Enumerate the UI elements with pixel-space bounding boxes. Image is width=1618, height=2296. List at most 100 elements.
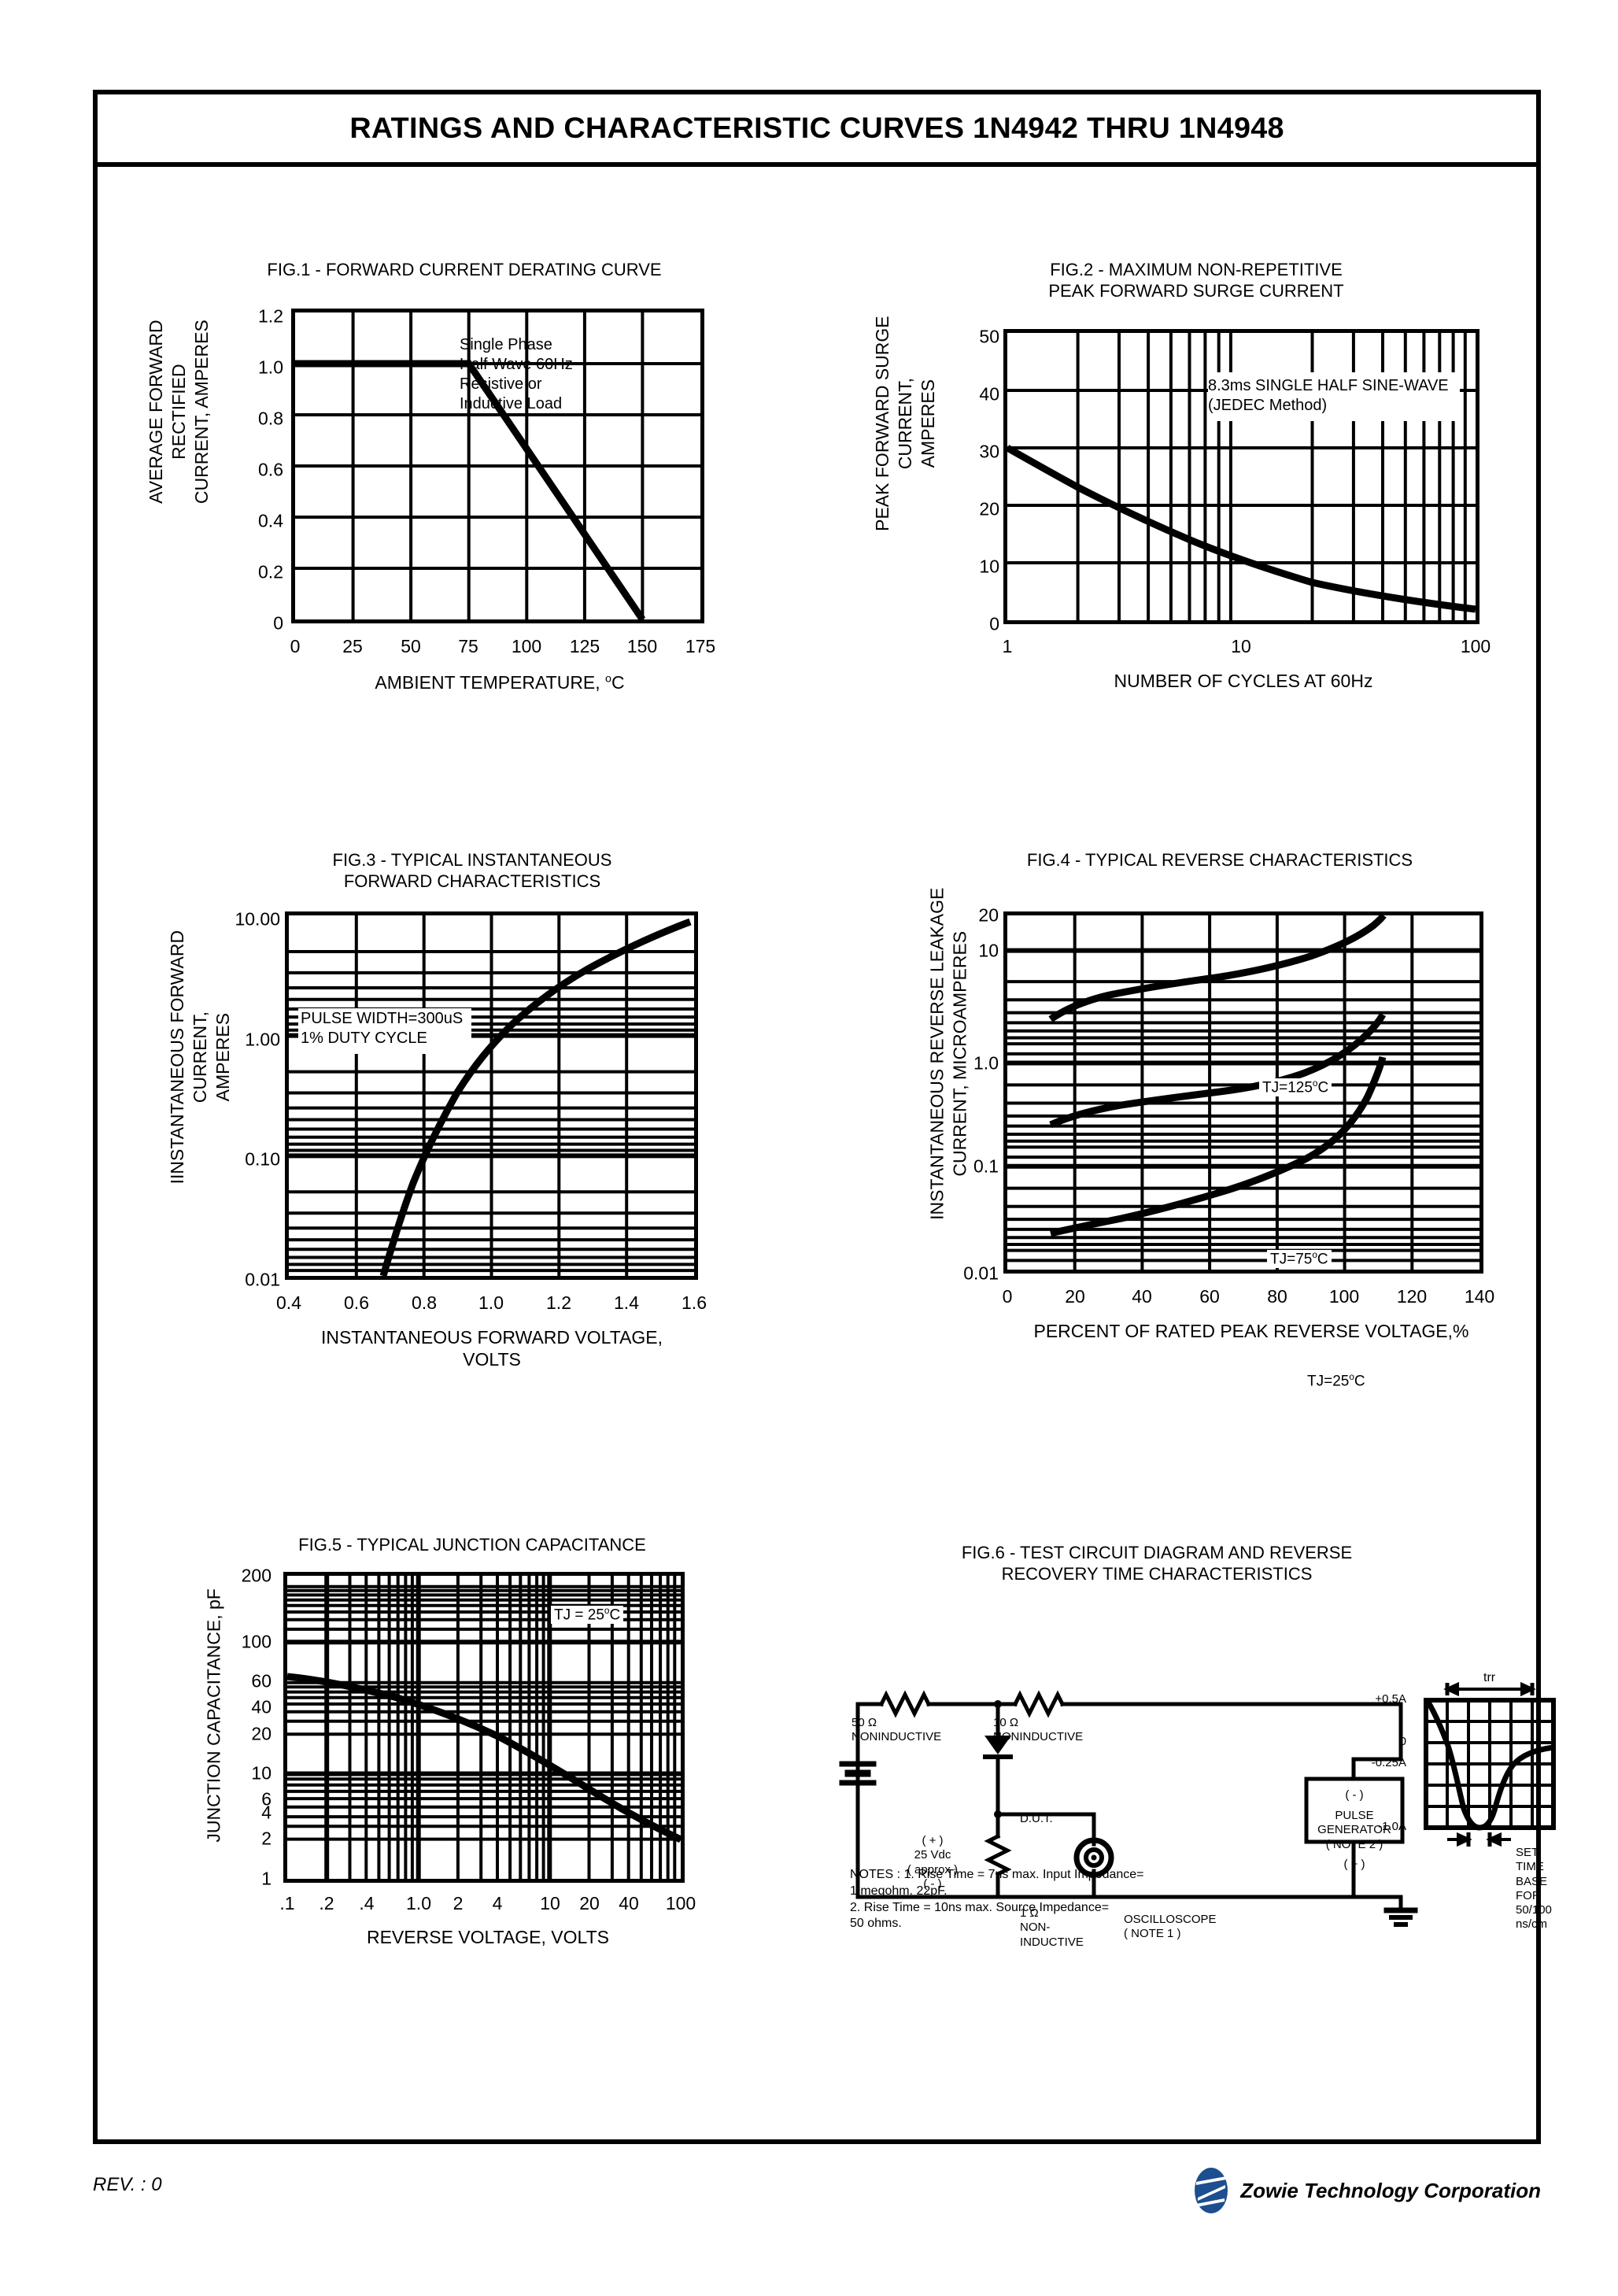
figure-1-ytick-5: 1.0 <box>258 357 283 378</box>
figure-5-x-axis-label: REVERSE VOLTAGE, VOLTS <box>366 1927 610 1947</box>
figure-3-x-axis-label: INSTANTANEOUS FORWARD VOLTAGE, VOLTS <box>320 1327 663 1370</box>
figure-4-xtick-5: 100 <box>1328 1286 1360 1307</box>
figure-2-svg <box>1005 333 1476 620</box>
figure-3-ytick-2: 1.00 <box>245 1029 280 1050</box>
figure-5-ytick-1: 2 <box>261 1828 272 1849</box>
page-frame: RATINGS AND CHARACTERISTIC CURVES 1N4942… <box>93 90 1541 2144</box>
figure-3-annotation: PULSE WIDTH=300uS 1% DUTY CYCLE <box>301 1010 464 1047</box>
figure-5-xtick-3: 1.0 <box>406 1893 431 1913</box>
figure-6-scope-waveform-svg <box>1424 1681 1556 1847</box>
page-footer: REV. : 0 Zowie Technology Corporation <box>93 2166 1541 2213</box>
figure-5-plot <box>283 1572 685 1883</box>
figure-5-ytick-5: 20 <box>251 1723 272 1744</box>
figure-4-xtick-3: 60 <box>1199 1286 1220 1307</box>
figure-4: FIG.4 - TYPICAL REVERSE CHARACTERISTICS … <box>881 850 1558 1464</box>
figure-6-scope-ytick-1: 0 <box>1399 1735 1406 1748</box>
figure-4-curve-label-25c: TJ=25oC <box>1304 1372 1369 1391</box>
company-brand: Zowie Technology Corporation <box>1193 2166 1541 2215</box>
figure-1-annotation: Single Phase Half Wave 60Hz Resistive or… <box>460 336 573 412</box>
figure-1-ytick-2: 0.4 <box>258 510 283 531</box>
figure-5-xtick-9: 100 <box>665 1893 696 1913</box>
figure-1-ytick-6: 1.2 <box>258 305 283 327</box>
figure-5-xtick-8: 40 <box>619 1893 639 1913</box>
figure-6-scope-ytick-2: -0.25A <box>1371 1756 1406 1769</box>
figure-4-xtick-6: 120 <box>1396 1286 1428 1307</box>
degree-icon: o <box>605 672 611 686</box>
figure-4-plot <box>1003 911 1483 1274</box>
figure-5-annotation: TJ = 25oC <box>551 1606 624 1625</box>
diode-bar-icon <box>983 1754 1013 1759</box>
revision-label: REV. : 0 <box>93 2174 162 2195</box>
figure-2-ytick-1: 10 <box>979 556 999 577</box>
figure-3-xtick-6: 1.6 <box>682 1292 707 1313</box>
figure-1-ytick-4: 0.8 <box>258 408 283 429</box>
figure-5-ytick-9: 200 <box>241 1565 272 1586</box>
figure-4-curve-label-125c: TJ=125oC <box>1259 1078 1332 1097</box>
figure-5-xtick-1: .2 <box>319 1893 334 1913</box>
figure-2-caption: FIG.2 - MAXIMUM NON-REPETITIVE PEAK FORW… <box>1048 260 1344 301</box>
figure-4-ytick-0: 0.01 <box>963 1263 999 1284</box>
figure-1: FIG.1 - FORWARD CURRENT DERATING CURVE A… <box>142 260 787 771</box>
figure-2-xtick-0: 1 <box>1002 636 1013 656</box>
figure-3-ytick-1: 0.10 <box>245 1148 280 1170</box>
figure-5-ytick-6: 40 <box>251 1696 272 1717</box>
figure-6-supply-label: ( + ) 25 Vdc ( approx ) ( - ) <box>907 1834 959 1891</box>
figure-6-scope-label: OSCILLOSCOPE ( NOTE 1 ) <box>1124 1913 1217 1941</box>
figure-1-xtick-2: 50 <box>401 636 421 656</box>
figure-1-caption: FIG.1 - FORWARD CURRENT DERATING CURVE <box>267 260 662 279</box>
figure-3-xtick-5: 1.4 <box>614 1292 639 1313</box>
figure-3-plot <box>285 911 698 1280</box>
figure-2-xtick-2: 100 <box>1460 636 1491 656</box>
figure-6-scope-ytick-0: +0.5A <box>1375 1692 1406 1706</box>
oscilloscope-connector-icon <box>1073 1837 1114 1878</box>
figure-3-xtick-0: 0.4 <box>276 1292 301 1313</box>
figure-5: FIG.5 - TYPICAL JUNCTION CAPACITANCE JUN… <box>157 1535 787 2070</box>
figure-1-plot <box>291 309 704 623</box>
figure-1-xtick-5: 125 <box>569 636 600 656</box>
figure-3-xtick-4: 1.2 <box>546 1292 571 1313</box>
figure-3-xtick-3: 1.0 <box>478 1292 504 1313</box>
figure-1-xtick-4: 100 <box>511 636 542 656</box>
figure-6-caption: FIG.6 - TEST CIRCUIT DIAGRAM AND REVERSE… <box>961 1543 1353 1584</box>
figure-4-xtick-2: 40 <box>1132 1286 1152 1307</box>
figure-5-xtick-5: 4 <box>492 1893 503 1913</box>
diode-icon <box>984 1736 1011 1754</box>
figure-6-r1-label: 1 Ω NON- INDUCTIVE <box>1020 1906 1084 1949</box>
figure-3-xtick-2: 0.8 <box>412 1292 437 1313</box>
figure-5-xtick-0: .1 <box>279 1893 295 1913</box>
figure-3-y-axis-label: IINSTANTANEOUS FORWARD CURRENT, AMPERES <box>166 930 233 1185</box>
figure-1-xtick-3: 75 <box>458 636 478 656</box>
figure-6-circuit-svg <box>839 1690 1418 1927</box>
figure-6-timebase-label: SET TIME BASE FOR 50/100 ns/cm <box>1516 1846 1552 1932</box>
figure-5-ytick-0: 1 <box>261 1868 272 1889</box>
degree-icon: o <box>604 1606 610 1616</box>
figure-4-x-axis-label: PERCENT OF RATED PEAK REVERSE VOLTAGE,% <box>1033 1321 1469 1341</box>
figure-1-xtick-1: 25 <box>342 636 363 656</box>
figure-2-ytick-4: 40 <box>979 383 999 405</box>
figure-5-svg <box>286 1576 682 1879</box>
figure-4-ytick-3: 10 <box>978 940 999 961</box>
figure-2-ytick-0: 0 <box>989 613 999 634</box>
figure-6-dut-label: D.U.T. <box>1020 1812 1053 1825</box>
figure-2-x-axis-label: NUMBER OF CYCLES AT 60Hz <box>1114 671 1373 691</box>
figure-2-annotation: 8.3ms SINGLE HALF SINE-WAVE (JEDEC Metho… <box>1208 377 1449 414</box>
figure-5-caption: FIG.5 - TYPICAL JUNCTION CAPACITANCE <box>298 1535 646 1555</box>
figure-6-notes: NOTES : 1. Rise Time = 7ns max. Input Im… <box>850 1868 1144 1931</box>
figure-2-plot <box>1003 329 1479 624</box>
figure-6-pulsegen-minus-label: ( - ) <box>1345 1788 1364 1802</box>
figure-3: FIG.3 - TYPICAL INSTANTANEOUS FORWARD CH… <box>142 850 803 1464</box>
figure-2-ytick-5: 50 <box>979 326 999 347</box>
figure-6-pulsegen-plus-label: ( + ) <box>1343 1858 1365 1871</box>
figure-6: FIG.6 - TEST CIRCUIT DIAGRAM AND REVERSE… <box>834 1543 1556 2031</box>
figure-4-svg <box>1007 913 1479 1270</box>
figure-1-svg <box>295 312 700 622</box>
figure-1-xtick-7: 175 <box>685 636 716 656</box>
figure-5-xtick-2: .4 <box>359 1893 375 1913</box>
figure-5-ytick-7: 60 <box>251 1670 272 1691</box>
figure-4-caption: FIG.4 - TYPICAL REVERSE CHARACTERISTICS <box>1026 850 1413 870</box>
company-name: Zowie Technology Corporation <box>1240 2178 1541 2202</box>
figure-2-ytick-2: 20 <box>979 498 999 519</box>
figure-1-x-axis-label-tail: C <box>611 672 625 693</box>
figure-1-ytick-1: 0.2 <box>258 561 283 582</box>
